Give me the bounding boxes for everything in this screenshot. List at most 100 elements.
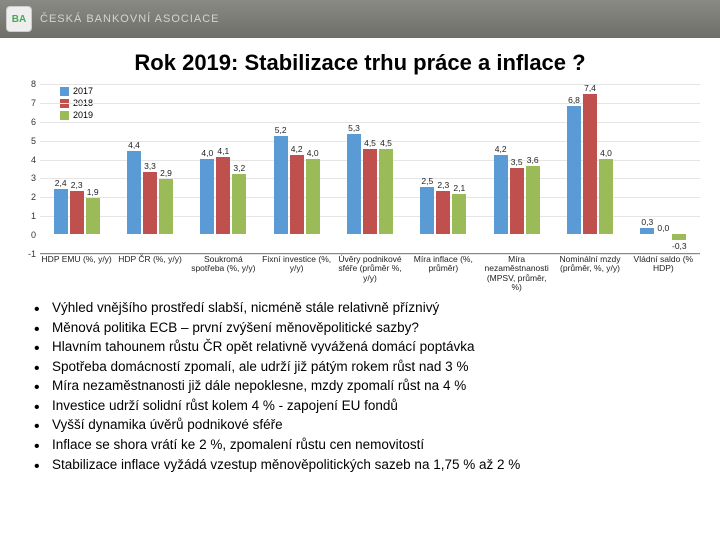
bullet-item: Vyšší dynamika úvěrů podnikové sféře <box>34 415 690 435</box>
bar <box>452 194 466 234</box>
bar-value-label: 3,5 <box>511 157 523 167</box>
logo: BA <box>6 6 32 32</box>
bullet-item: Spotřeba domácností zpomalí, ale udrží j… <box>34 357 690 377</box>
bar-chart: 201720182019 -1012345678 2,42,31,9HDP EM… <box>20 84 700 284</box>
bar-value-label: 4,0 <box>600 148 612 158</box>
bars-container: 2,5 2,3 2,1 <box>413 83 473 253</box>
bullet-item: Míra nezaměstnanosti již dále nepoklesne… <box>34 376 690 396</box>
category-label: Nominální mzdy (průměr, %, y/y) <box>554 255 626 274</box>
y-tick: 5 <box>31 136 36 146</box>
bar-value-label: 0,3 <box>641 217 653 227</box>
category-label: Fixní investice (%, y/y) <box>261 255 333 274</box>
bar-group: 4,43,32,9HDP ČR (%, y/y) <box>120 83 180 253</box>
bar <box>599 159 613 235</box>
bar <box>672 234 686 240</box>
page-title: Rok 2019: Stabilizace trhu práce a infla… <box>0 50 720 76</box>
y-tick: 4 <box>31 155 36 165</box>
bars-container: 4,2 3,5 3,6 <box>487 83 547 253</box>
y-tick: 1 <box>31 211 36 221</box>
bullet-list: Výhled vnějšího prostředí slabší, nicmén… <box>34 298 690 474</box>
y-tick: 8 <box>31 79 36 89</box>
bar <box>290 155 304 234</box>
bar-value-label: 2,5 <box>421 176 433 186</box>
y-tick: 0 <box>31 230 36 240</box>
bar <box>216 157 230 234</box>
bar-group: 6,87,44,0Nominální mzdy (průměr, %, y/y) <box>560 83 620 253</box>
bar-value-label: 4,4 <box>128 140 140 150</box>
bar-value-label: 4,1 <box>217 146 229 156</box>
bullet-item: Měnová politika ECB – první zvýšení měno… <box>34 318 690 338</box>
bar <box>567 106 581 234</box>
plot-area: 2,42,31,9HDP EMU (%, y/y)4,43,32,9HDP ČR… <box>40 84 700 254</box>
bar-value-label: 3,3 <box>144 161 156 171</box>
bar <box>526 166 540 234</box>
bars-container: 2,4 2,3 1,9 <box>47 83 107 253</box>
bar-value-label: 7,4 <box>584 83 596 93</box>
bar-group: 0,30,0-0,3Vládní saldo (% HDP) <box>633 83 693 253</box>
bar-value-label: 4,0 <box>307 148 319 158</box>
bar-group: 5,34,54,5Úvěry podnikové sféře (průměr %… <box>340 83 400 253</box>
bar <box>70 191 84 234</box>
bars-container: 4,04,13,2 <box>193 83 253 253</box>
bar <box>420 187 434 234</box>
association-name: ČESKÁ BANKOVNÍ ASOCIACE <box>40 13 220 25</box>
bar <box>583 94 597 234</box>
bar-value-label: 2,1 <box>453 183 465 193</box>
bar <box>159 179 173 234</box>
bar <box>436 191 450 234</box>
bars-container: 4,4 3,3 2,9 <box>120 83 180 253</box>
bar-value-label: 2,9 <box>160 168 172 178</box>
y-tick: 7 <box>31 98 36 108</box>
bar-group: 4,23,53,6Míra nezaměstnanosti (MPSV, prů… <box>487 83 547 253</box>
bar-value-label: 4,5 <box>364 138 376 148</box>
bar-value-label: 4,2 <box>495 144 507 154</box>
bar <box>200 159 214 235</box>
category-label: Míra nezaměstnanosti (MPSV, průměr, %) <box>481 255 553 292</box>
bar <box>86 198 100 234</box>
bullet-item: Hlavním tahounem růstu ČR opět relativně… <box>34 337 690 357</box>
bar <box>510 168 524 234</box>
bullet-item: Stabilizace inflace vyžádá vzestup měnov… <box>34 455 690 475</box>
bar-group: 4,04,13,2Soukromá spotřeba (%, y/y) <box>193 83 253 253</box>
bars-container: 5,3 4,5 4,5 <box>340 83 400 253</box>
bars-container: 5,24,24,0 <box>267 83 327 253</box>
bar-group: 5,24,24,0Fixní investice (%, y/y) <box>267 83 327 253</box>
bar-value-label: 4,0 <box>201 148 213 158</box>
bar-value-label: 2,3 <box>437 180 449 190</box>
bullet-item: Inflace se shora vrátí ke 2 %, zpomalení… <box>34 435 690 455</box>
bar <box>640 228 654 234</box>
category-label: Míra inflace (%, průměr) <box>407 255 479 274</box>
bar-value-label: 6,8 <box>568 95 580 105</box>
category-label: HDP ČR (%, y/y) <box>114 255 186 264</box>
bar-value-label: 4,5 <box>380 138 392 148</box>
bar <box>274 136 288 234</box>
y-tick: 2 <box>31 192 36 202</box>
y-axis: -1012345678 <box>20 84 38 254</box>
bar-group: 2,52,32,1Míra inflace (%, průměr) <box>413 83 473 253</box>
bar <box>232 174 246 234</box>
bar <box>54 189 68 234</box>
bars-container: 6,8 7,4 4,0 <box>560 83 620 253</box>
bar <box>494 155 508 234</box>
bar-value-label: -0,3 <box>672 241 687 251</box>
bar-value-label: 0,0 <box>657 223 669 233</box>
category-label: Úvěry podnikové sféře (průměr %, y/y) <box>334 255 406 283</box>
bar <box>127 151 141 234</box>
bar <box>143 172 157 234</box>
bar-group: 2,42,31,9HDP EMU (%, y/y) <box>47 83 107 253</box>
bar-value-label: 2,4 <box>55 178 67 188</box>
bars-container: 0,3 0,0-0,3 <box>633 83 693 253</box>
category-label: Soukromá spotřeba (%, y/y) <box>187 255 259 274</box>
bar-value-label: 1,9 <box>87 187 99 197</box>
bar <box>363 149 377 234</box>
bullet-item: Výhled vnějšího prostředí slabší, nicmén… <box>34 298 690 318</box>
bar-value-label: 2,3 <box>71 180 83 190</box>
bar-value-label: 5,2 <box>275 125 287 135</box>
y-tick: 3 <box>31 173 36 183</box>
category-label: HDP EMU (%, y/y) <box>41 255 113 264</box>
bar <box>379 149 393 234</box>
bar-value-label: 5,3 <box>348 123 360 133</box>
header-bar: BA ČESKÁ BANKOVNÍ ASOCIACE <box>0 0 720 38</box>
bar <box>347 134 361 234</box>
bar-value-label: 3,6 <box>527 155 539 165</box>
